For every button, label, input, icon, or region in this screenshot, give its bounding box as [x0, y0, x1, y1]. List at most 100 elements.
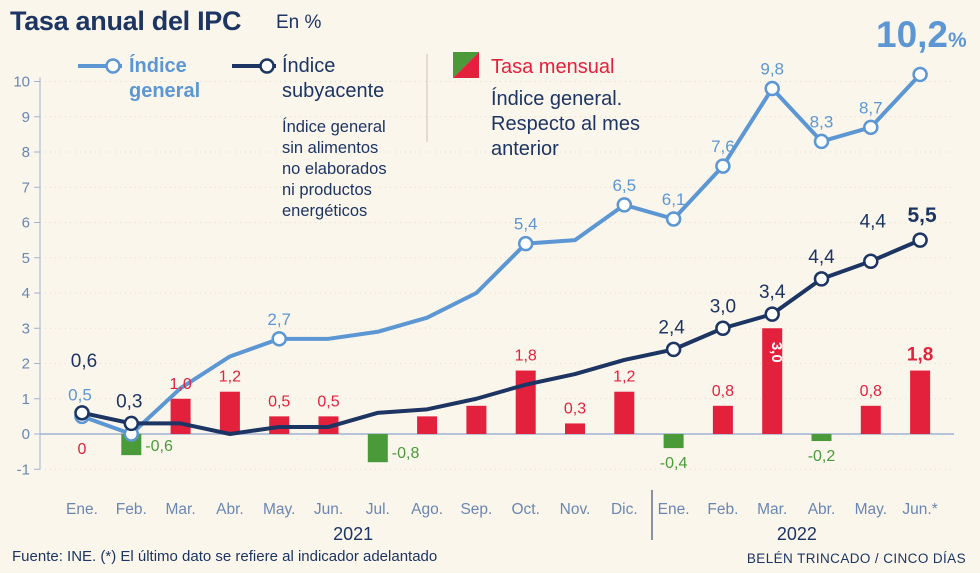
monthly-value-label: 0,3 — [564, 400, 586, 417]
gridlines — [40, 81, 954, 470]
monthly-value-label: 1,2 — [613, 369, 635, 386]
series-lines — [74, 66, 928, 442]
core-point — [764, 306, 780, 322]
monthly-bars — [121, 328, 931, 463]
monthly-value-label: 1,2 — [219, 369, 241, 386]
y-tick-label: 8 — [22, 144, 30, 161]
monthly-bar — [712, 405, 733, 434]
core-point — [123, 415, 140, 432]
legend-monthly-note: Índice general. Respecto al mes anterior — [491, 87, 640, 162]
core-point — [665, 341, 682, 358]
core-value-label: 3,4 — [759, 282, 786, 303]
x-tick-label: Ene. — [658, 501, 690, 518]
monthly-value-label: 0,8 — [860, 383, 882, 400]
general-point — [715, 158, 731, 174]
x-tick-label: Ene. — [66, 501, 98, 518]
monthly-bar — [565, 423, 585, 434]
monthly-bar — [466, 405, 487, 434]
headline-suffix: % — [948, 29, 967, 52]
unit-label: En % — [276, 12, 322, 33]
legend-core-line1: Índice — [282, 55, 336, 77]
x-tick-label: Oct. — [511, 501, 539, 518]
x-tick-label: Nov. — [560, 501, 591, 518]
core-value-label: 4,4 — [808, 247, 835, 268]
monthly-bar — [663, 434, 684, 449]
x-tick-label: Sep. — [460, 501, 492, 518]
general-value-label: 9,8 — [760, 60, 784, 79]
y-tick-label: 10 — [13, 74, 30, 91]
monthly-value-label: 3,0 — [768, 342, 785, 363]
monthly-value-label: 0 — [78, 441, 87, 458]
y-tick-label: 0 — [22, 426, 30, 443]
monthly-bar — [614, 391, 635, 434]
legend-core-marker — [259, 58, 275, 74]
monthly-note-line: Respecto al mes — [491, 113, 640, 135]
core-note-line: energéticos — [282, 202, 368, 220]
x-tick-label: Jun.* — [902, 501, 937, 518]
y-tick-label: 2 — [22, 356, 30, 373]
monthly-value-label: 0,5 — [317, 393, 339, 410]
x-tick-label: Jul. — [366, 501, 390, 518]
monthly-bar — [170, 398, 191, 434]
core-value-label: 0,6 — [71, 351, 97, 372]
legend-swatches — [78, 52, 479, 142]
axes: -1 0 1 2 3 4 5 6 7 8 9 10 Ene. Feb. Mar. Abr. May. Jun. Ju… — [13, 74, 937, 545]
core-note-line: Índice general — [282, 118, 386, 136]
core-point — [912, 232, 928, 248]
chart-title: Tasa anual del IPC — [10, 6, 242, 36]
general-value-label: 8,3 — [810, 112, 834, 131]
x-tick-label: Feb. — [116, 501, 147, 518]
legend-general-line1: Índice — [129, 55, 187, 77]
y-tick-label: 7 — [22, 179, 30, 196]
y-tick-label: 5 — [22, 250, 30, 267]
core-point — [863, 253, 879, 270]
headline-value: 10,2% — [876, 14, 967, 56]
legend-general-label: Índice general — [129, 54, 200, 104]
core-point — [74, 405, 90, 421]
legend-core-line2: subyacente — [282, 80, 385, 102]
general-value-label: 8,7 — [859, 98, 883, 117]
general-point — [271, 331, 287, 347]
legend-monthly-label: Tasa mensual — [491, 56, 615, 78]
monthly-value-label: 1,0 — [169, 376, 191, 393]
monthly-value-label: 0,5 — [268, 393, 290, 410]
monthly-bar — [219, 391, 240, 434]
year-label: 2021 — [333, 524, 373, 544]
year-label: 2022 — [777, 524, 817, 544]
general-value-label: 2,7 — [267, 310, 291, 329]
x-tick-label: Mar. — [166, 501, 196, 518]
credit: BELÉN TRINCADO / CINCO DÍAS — [746, 551, 966, 566]
y-tick-label: -1 — [17, 461, 30, 478]
monthly-bar — [367, 434, 388, 463]
monthly-value-label: 0,8 — [712, 383, 734, 400]
y-tick-label: 1 — [22, 391, 30, 408]
legend-general-line2: general — [129, 80, 201, 102]
general-value-label: 6,5 — [612, 176, 636, 195]
core-value-label: 0,3 — [116, 391, 142, 412]
monthly-bar — [910, 370, 931, 434]
core-note-line: no elaborados — [282, 160, 387, 178]
legend-monthly-swatch-red — [453, 52, 479, 78]
general-point — [517, 235, 534, 252]
monthly-bar — [811, 434, 832, 442]
general-value-label: 0,5 — [68, 385, 92, 404]
y-tick-label: 9 — [22, 109, 30, 126]
x-tick-label: May. — [855, 501, 887, 518]
general-point — [813, 133, 830, 150]
x-tick-label: Dic. — [611, 501, 638, 518]
monthly-value-label: -0,2 — [808, 448, 836, 465]
y-tick-label: 4 — [22, 285, 30, 302]
core-point — [715, 320, 731, 336]
monthly-bar — [515, 370, 536, 434]
x-tick-label: Abr. — [808, 501, 836, 518]
core-note-line: sin alimentos — [282, 139, 379, 157]
legend-core-note: Índice general sin alimentos no elaborad… — [282, 117, 387, 222]
data-labels: 0,5 2,7 5,4 6,5 6,1 7,6 9,8 8,3 8,7 0,6 0,3 2,4 3,0 3… — [68, 60, 937, 473]
x-tick-label: Jun. — [314, 501, 343, 518]
monthly-bar — [762, 328, 783, 434]
general-point — [616, 197, 633, 213]
monthly-value-label: 1,8 — [907, 345, 933, 366]
monthly-note-line: anterior — [491, 138, 559, 160]
monthly-note-line: Índice general. — [491, 88, 623, 110]
